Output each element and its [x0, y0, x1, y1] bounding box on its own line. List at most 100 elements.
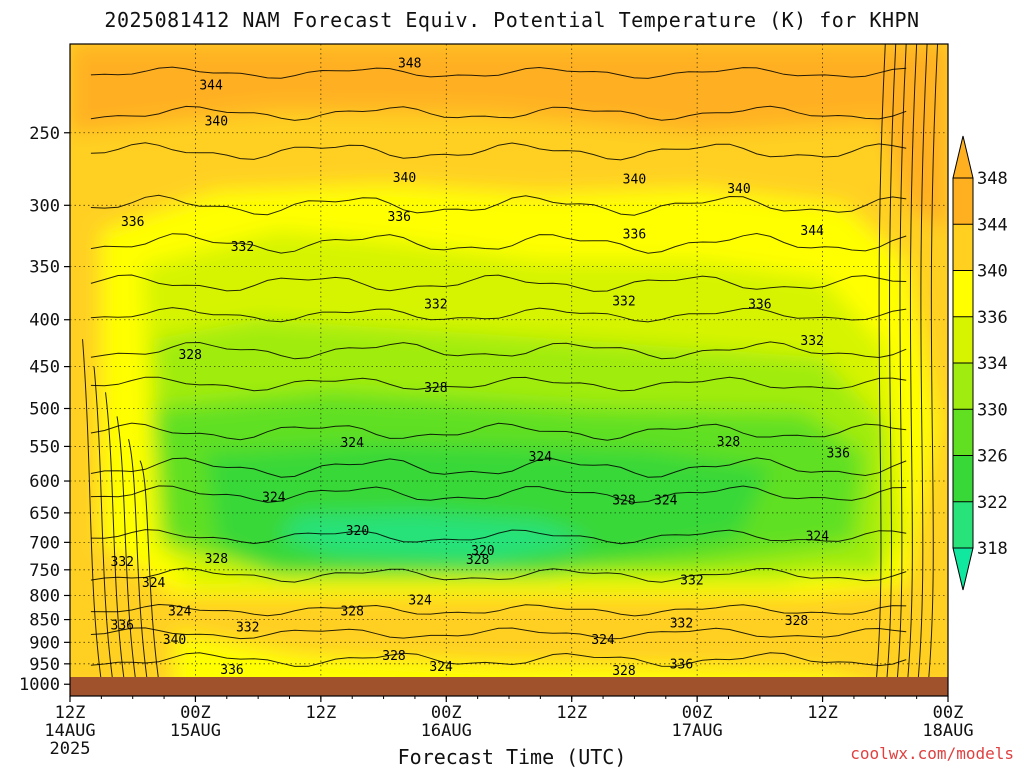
x-tick-year: 2025	[50, 739, 91, 759]
colorbar-segment	[953, 270, 973, 317]
y-tick-label: 700	[29, 533, 60, 553]
contour-label: 336	[388, 210, 411, 225]
contour-label: 332	[680, 573, 703, 588]
colorbar-segment	[953, 455, 973, 502]
x-axis-title: Forecast Time (UTC)	[397, 745, 627, 769]
contour-label: 328	[466, 553, 489, 568]
contour-label: 328	[382, 649, 405, 664]
colorbar-tick-label: 334	[977, 354, 1008, 374]
contour-label: 336	[827, 447, 850, 462]
x-tick-label: 00Z	[682, 703, 713, 723]
contour-label: 332	[612, 294, 635, 309]
contour-label: 332	[424, 298, 447, 313]
colorbar-tick-label: 322	[977, 493, 1008, 513]
y-tick-label: 900	[29, 633, 60, 653]
contour-label: 336	[220, 663, 243, 678]
x-tick-label: 12Z	[807, 703, 838, 723]
credit-text: coolwx.com/models	[850, 744, 1014, 763]
x-tick-label: 12Z	[305, 703, 336, 723]
colorbar-tick-label: 344	[977, 215, 1008, 235]
contour-label: 340	[393, 171, 416, 186]
contour-label: 332	[236, 620, 259, 635]
heatmap-field	[70, 44, 948, 677]
y-tick-label: 800	[29, 586, 60, 606]
x-tick-label: 12Z	[556, 703, 587, 723]
contour-label: 328	[785, 614, 808, 629]
y-tick-label: 950	[29, 655, 60, 675]
contour-label: 340	[205, 114, 228, 129]
contour-label: 324	[262, 490, 286, 505]
contour-label: 328	[612, 493, 635, 508]
contour-label: 328	[178, 348, 201, 363]
x-tick-date: 15AUG	[170, 721, 221, 741]
colorbar-tick-label: 336	[977, 308, 1008, 328]
contour-label: 336	[121, 215, 144, 230]
colorbar-segment	[953, 178, 973, 225]
chart-title: 2025081412 NAM Forecast Equiv. Potential…	[104, 8, 920, 32]
contour-label: 324	[591, 633, 615, 648]
contour-label: 332	[111, 555, 134, 570]
contour-labels: 348 344 340 340 340 340 336 336 336 336 344 332 332 3…	[111, 56, 850, 678]
contour-label: 336	[670, 658, 693, 673]
y-tick-label: 750	[29, 561, 60, 581]
contour-label: 328	[717, 435, 740, 450]
y-tick-label: 600	[29, 472, 60, 492]
contour-label: 324	[142, 576, 166, 591]
x-tick-date: 17AUG	[672, 721, 723, 741]
colorbar-tick-label: 326	[977, 447, 1008, 467]
contour-label: 320	[471, 544, 494, 559]
contour-label: 324	[408, 593, 432, 608]
x-tick-label: 00Z	[180, 703, 211, 723]
y-tick-label: 850	[29, 611, 60, 631]
contour-label: 332	[231, 240, 254, 255]
ground-band	[70, 677, 948, 696]
contour-label: 344	[800, 224, 824, 239]
contour-label: 336	[111, 619, 134, 634]
colorbar-tick-label: 318	[977, 539, 1008, 559]
colorbar-segment	[953, 501, 973, 548]
contour-label: 332	[670, 616, 693, 631]
colorbar-tick-label: 348	[977, 169, 1008, 189]
y-tick-label: 350	[29, 258, 60, 278]
colorbar-segment	[953, 316, 973, 363]
contour-label: 324	[168, 605, 192, 620]
contour-label: 324	[340, 436, 364, 451]
x-tick-label: 12Z	[55, 703, 86, 723]
contour-label: 328	[424, 381, 447, 396]
contour-label: 320	[346, 524, 369, 539]
contour-label: 324	[806, 530, 830, 545]
colorbar-arrow-bottom	[952, 547, 974, 591]
y-tick-label: 500	[29, 400, 60, 420]
colorbar-arrow-top	[952, 135, 974, 179]
contour-label: 332	[800, 334, 823, 349]
contour-label: 324	[529, 450, 553, 465]
x-tick-date: 18AUG	[922, 721, 973, 741]
contour-label: 328	[612, 664, 635, 679]
contour-label: 340	[163, 633, 186, 648]
x-tick-date: 14AUG	[44, 721, 95, 741]
y-tick-label: 1000	[19, 675, 60, 695]
y-tick-label: 550	[29, 437, 60, 457]
x-tick-label: 00Z	[933, 703, 964, 723]
contour-label: 348	[398, 56, 421, 71]
x-tick-label: 00Z	[431, 703, 462, 723]
contour-label: 344	[199, 79, 223, 94]
contour-label: 324	[654, 493, 678, 508]
contour-label: 328	[205, 552, 228, 567]
contour-label: 324	[429, 660, 453, 675]
colorbar-segment	[953, 409, 973, 456]
colorbar-segment	[953, 224, 973, 271]
contour-label: 340	[623, 172, 646, 187]
colorbar-tick-label: 330	[977, 400, 1008, 420]
contour-label: 340	[727, 182, 750, 197]
x-tick-date: 16AUG	[421, 721, 472, 741]
contour-lines	[82, 44, 939, 677]
contour-label: 336	[623, 228, 646, 243]
contour-label: 336	[748, 298, 771, 313]
y-tick-label: 650	[29, 504, 60, 524]
y-tick-label: 400	[29, 311, 60, 331]
colorbar-tick-label: 340	[977, 262, 1008, 282]
colorbar-segment	[953, 363, 973, 410]
y-tick-label: 450	[29, 358, 60, 378]
